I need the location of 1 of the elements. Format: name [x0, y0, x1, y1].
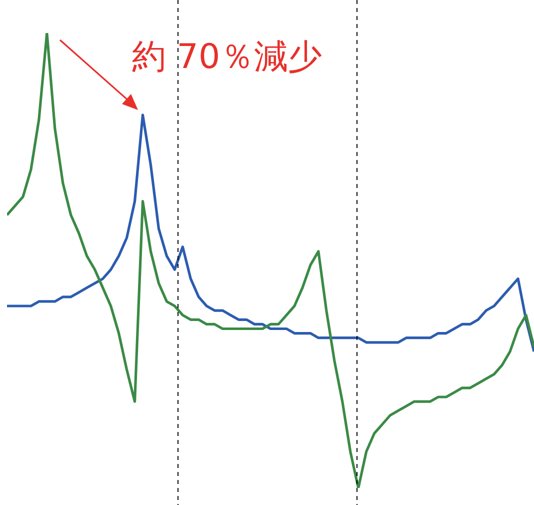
annotation: 約 70％減少 [132, 37, 322, 77]
